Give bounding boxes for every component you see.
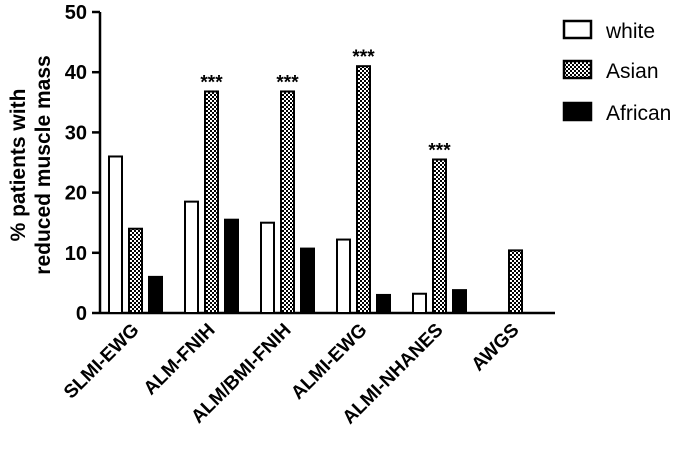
y-tick-label: 30	[65, 122, 87, 144]
x-tick-label: ALM-FNIH	[140, 320, 220, 400]
x-tick-label: ALMI-EWG	[287, 320, 371, 404]
bar-asian	[204, 90, 219, 314]
legend: white Asian African	[562, 19, 671, 125]
bar-white	[184, 200, 199, 315]
legend-swatch-white	[562, 19, 593, 40]
significance-label: ***	[276, 72, 299, 93]
bars	[108, 65, 523, 315]
significance-label: ***	[200, 72, 223, 93]
annotations: *** *** *** ***	[200, 47, 451, 161]
bar-african	[224, 218, 239, 314]
bar-white	[412, 292, 427, 314]
legend-swatch-african	[562, 101, 593, 122]
y-tick-label: 0	[76, 303, 87, 325]
bar-asian	[128, 227, 143, 314]
y-axis-label-line: reduced muscle mass	[32, 55, 55, 274]
bar-asian	[280, 90, 295, 314]
bar-white	[108, 155, 123, 314]
bar-asian	[508, 249, 523, 314]
x-tick-label: SLMI-EWG	[60, 320, 144, 404]
legend-label-white: white	[605, 20, 655, 43]
bar-african	[300, 247, 315, 314]
bar-african	[376, 293, 391, 315]
bar-asian	[432, 158, 447, 314]
y-tick-label: 50	[65, 2, 87, 24]
significance-label: ***	[428, 140, 451, 161]
x-axis: SLMI-EWGALM-FNIHALM/BMI-FNIHALMI-EWGALMI…	[60, 311, 555, 429]
bar-white	[260, 221, 275, 314]
y-tick-label: 20	[65, 183, 87, 205]
x-tick-label: AWGS	[468, 320, 524, 376]
bar-african	[148, 275, 163, 315]
y-tick-label: 40	[65, 62, 87, 84]
bar-african	[452, 289, 467, 314]
legend-label-asian: Asian	[606, 60, 659, 83]
legend-label-african: African	[606, 102, 671, 125]
bar-asian	[356, 65, 371, 315]
y-tick-label: 10	[65, 243, 87, 265]
y-axis: 0 10 20 30 40 50	[65, 2, 102, 325]
legend-swatch-asian	[562, 59, 593, 80]
y-axis-label-line: % patients with	[7, 89, 30, 242]
y-axis-label: % patients with reduced muscle mass	[7, 55, 55, 274]
bar-white	[336, 238, 351, 314]
significance-label: ***	[352, 47, 375, 68]
